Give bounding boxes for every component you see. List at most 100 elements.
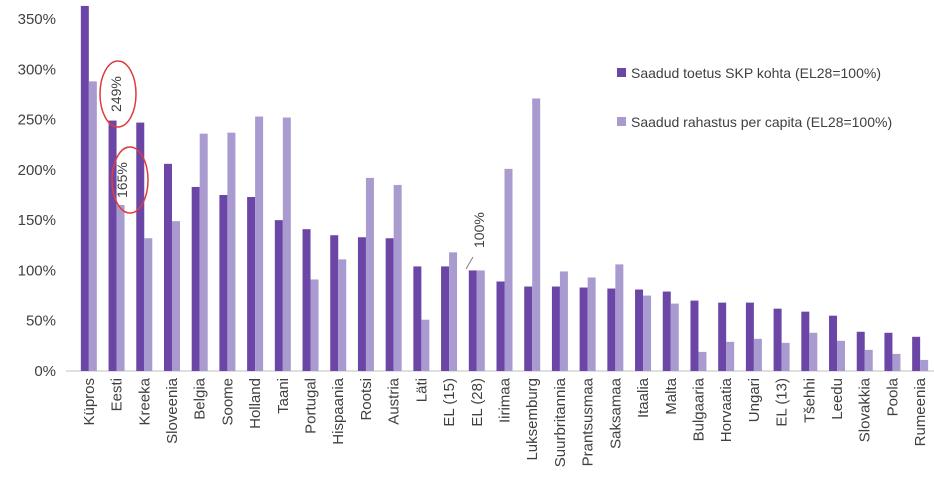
category-label: Rootsi (358, 378, 375, 421)
bar-series-1 (108, 120, 117, 371)
bar-series-2 (282, 117, 291, 371)
bar-series-1 (635, 289, 644, 371)
annotation-249: 249% (108, 76, 124, 112)
bar-series-2 (753, 338, 762, 371)
category-label: EL (28) (469, 378, 486, 427)
category-labels: Küpros Eesti Kreeka Sloveenia Belgia Soome Hol… (81, 377, 929, 467)
legend-label-series-2: Saadud rahastus per capita (EL28=100%) (631, 114, 892, 130)
bar-series-2 (255, 116, 264, 371)
bar-series-2 (781, 342, 790, 371)
bar-series-2 (88, 81, 97, 371)
category-label: Rumeenia (912, 377, 929, 446)
category-label: Horvaatia (718, 377, 735, 442)
category-label: Saksamaa (607, 377, 624, 449)
bar-series-1 (136, 122, 145, 371)
bar-series-1 (856, 331, 865, 371)
bar-series-2 (698, 351, 707, 371)
category-label: Poola (884, 377, 901, 416)
bar-series-2 (837, 340, 846, 371)
bar-series-1 (468, 270, 477, 371)
legend-label-series-1: Saadud toetus SKP kohta (EL28=100%) (631, 65, 881, 81)
category-label: Prantsusmaa (580, 377, 597, 466)
y-axis-ticks: 0% 50% 100% 150% 200% 250% 300% 350% (18, 11, 56, 380)
bar-series-1 (829, 315, 838, 371)
bar-series-2 (920, 359, 929, 371)
category-label: Itaalia (635, 377, 652, 418)
bar-series-1 (607, 288, 616, 371)
category-label: Hispaania (330, 377, 347, 444)
bar-series-1 (413, 266, 422, 371)
bar-series-1 (690, 300, 699, 371)
bar-series-2 (421, 319, 430, 371)
bar-series-1 (912, 336, 921, 371)
bar-series-2 (144, 238, 153, 371)
bar-series-2 (393, 184, 402, 371)
bar-series-1 (247, 197, 256, 371)
category-label: Slovakkia (857, 377, 874, 442)
y-tick-label: 350% (18, 11, 56, 28)
bars (80, 5, 929, 372)
bar-series-2 (227, 132, 236, 371)
y-tick-label: 100% (18, 262, 56, 279)
legend-swatch-series-1 (617, 68, 626, 77)
bar-series-1 (274, 220, 283, 371)
bar-series-2 (809, 332, 818, 371)
bar-series-1 (884, 332, 893, 371)
bar-series-1 (745, 302, 754, 371)
bar-series-2 (726, 341, 735, 371)
annotation-165: 165% (114, 162, 130, 198)
bar-series-2 (476, 270, 485, 371)
bar-series-2 (310, 279, 319, 371)
bar-series-2 (864, 349, 873, 371)
highlight-ellipse-eesti-gdp (99, 60, 137, 128)
bar-series-2 (615, 264, 624, 371)
bar-series-2 (116, 205, 125, 371)
bar-series-2 (892, 353, 901, 371)
bar-series-2 (587, 277, 596, 371)
bar-series-2 (643, 295, 652, 371)
y-tick-label: 50% (26, 313, 56, 330)
bar-series-1 (80, 5, 89, 372)
category-label: Suurbritannia (552, 377, 569, 467)
y-tick-label: 0% (34, 363, 56, 380)
bar-series-1 (551, 286, 560, 371)
category-label: Läti (413, 378, 430, 402)
category-label: Taani (275, 378, 292, 414)
bar-series-1 (773, 308, 782, 371)
legend: Saadud toetus SKP kohta (EL28=100%) Saad… (617, 65, 892, 130)
category-label: Sloveenia (164, 377, 181, 444)
category-label: Ungari (746, 378, 763, 422)
annotations: 249% 165% 100% (99, 60, 487, 270)
bar-series-1 (357, 237, 366, 371)
bar-series-1 (385, 238, 394, 371)
category-label: Iirimaa (497, 377, 514, 423)
bar-series-2 (559, 271, 568, 371)
bar-series-2 (670, 303, 679, 371)
category-label: Soome (219, 378, 236, 426)
bar-series-1 (163, 163, 172, 371)
category-label: Portugal (303, 378, 320, 434)
category-label: Belgia (192, 377, 209, 419)
bar-series-2 (365, 177, 374, 371)
annotation-100: 100% (471, 212, 487, 248)
legend-swatch-series-2 (617, 117, 626, 126)
bar-series-2 (449, 252, 458, 371)
bar-series-2 (199, 133, 208, 371)
bar-series-1 (718, 302, 727, 371)
bar-series-2 (504, 168, 513, 371)
bar-series-1 (496, 281, 505, 371)
bar-series-1 (579, 287, 588, 371)
bar-series-1 (441, 266, 450, 371)
category-label: Austria (386, 377, 403, 424)
bar-series-1 (191, 186, 200, 371)
highlight-ellipse-eesti-capita (111, 146, 149, 214)
bar-series-1 (801, 311, 810, 371)
category-label: Bulgaaria (690, 377, 707, 441)
bar-series-2 (338, 259, 347, 371)
bar-series-1 (524, 286, 533, 371)
bar-series-1 (662, 291, 671, 371)
category-label: Holland (247, 378, 264, 429)
category-label: Eesti (109, 378, 126, 411)
y-tick-label: 300% (18, 61, 56, 78)
